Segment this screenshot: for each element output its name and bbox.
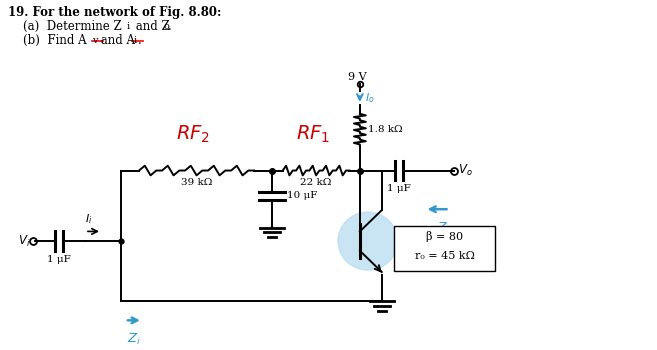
Text: $V_o$: $V_o$: [459, 163, 473, 178]
Text: β = 80: β = 80: [426, 231, 463, 242]
Text: i: i: [127, 22, 130, 31]
Text: $Z_o$: $Z_o$: [437, 221, 453, 236]
Text: (a)  Determine Z: (a) Determine Z: [23, 20, 122, 33]
Text: 10 μF: 10 μF: [287, 191, 317, 200]
FancyBboxPatch shape: [394, 226, 495, 271]
Text: o: o: [164, 22, 170, 31]
Text: (b)  Find A: (b) Find A: [23, 34, 87, 47]
Circle shape: [338, 212, 397, 270]
Text: 1 μF: 1 μF: [47, 254, 71, 264]
Text: $I_i$: $I_i$: [85, 212, 93, 226]
Text: and Z: and Z: [132, 20, 170, 33]
Text: $RF_1$: $RF_1$: [296, 124, 330, 145]
Text: $V_i$: $V_i$: [18, 233, 30, 248]
Text: and A: and A: [97, 34, 135, 47]
Text: $RF_2$: $RF_2$: [175, 124, 210, 145]
Text: v: v: [92, 36, 97, 45]
Text: 1.8 kΩ: 1.8 kΩ: [368, 125, 403, 134]
Text: 9 V: 9 V: [348, 72, 367, 82]
Text: r₀ = 45 kΩ: r₀ = 45 kΩ: [415, 251, 474, 261]
Text: 19. For the network of Fig. 8.80:: 19. For the network of Fig. 8.80:: [9, 6, 221, 19]
Text: $Z_i$: $Z_i$: [127, 332, 141, 347]
Text: $I_o$: $I_o$: [365, 91, 374, 105]
Text: .: .: [138, 34, 141, 47]
Text: 1 μF: 1 μF: [387, 184, 411, 193]
Text: .: .: [168, 20, 171, 33]
Text: 39 kΩ: 39 kΩ: [181, 178, 212, 187]
Text: i: i: [134, 36, 137, 45]
Text: 22 kΩ: 22 kΩ: [300, 178, 332, 187]
